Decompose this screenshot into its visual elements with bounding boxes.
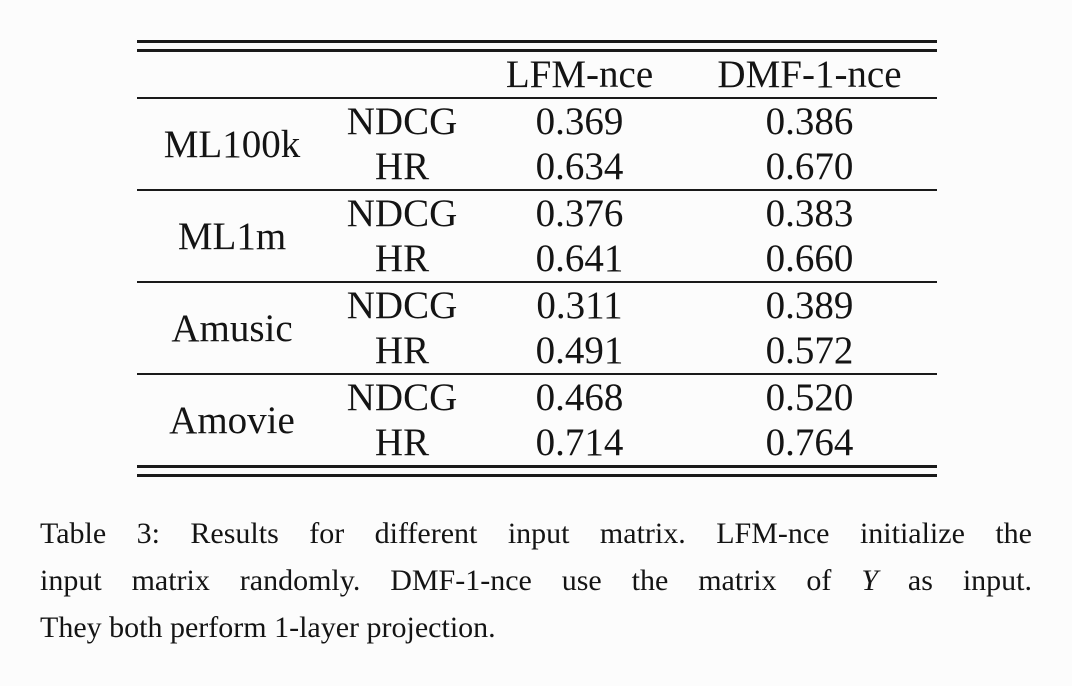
results-table-grid: LFM-nce DMF-1-nce ML100k NDCG 0.369 0.38… bbox=[137, 52, 937, 465]
rule-line bbox=[137, 49, 937, 52]
value-cell: 0.641 bbox=[477, 236, 682, 283]
value-cell: 0.634 bbox=[477, 144, 682, 191]
value-cell: 0.520 bbox=[765, 376, 854, 419]
metric-label: NDCG bbox=[346, 284, 458, 327]
rule-line bbox=[137, 465, 937, 468]
col-header-dmf-1-nce: DMF-1-nce bbox=[682, 52, 937, 99]
value-cell: 0.572 bbox=[682, 328, 937, 375]
metric-label: NDCG bbox=[346, 100, 458, 143]
value-cell: 0.383 bbox=[765, 192, 854, 235]
value-cell: 0.311 bbox=[536, 284, 623, 327]
caption-text: as input. bbox=[878, 564, 1032, 597]
value-cell: 0.369 bbox=[535, 100, 624, 143]
table-caption: Table 3: Results for different input mat… bbox=[40, 510, 1032, 651]
dataset-label-ml100k: ML100k bbox=[137, 98, 327, 191]
table-row: HR 0.714 0.764 bbox=[137, 420, 937, 465]
metric-label: HR bbox=[327, 328, 477, 375]
dataset-label-amusic: Amusic bbox=[137, 282, 327, 375]
caption-line-2: input matrix randomly. DMF-1-nce use the… bbox=[40, 557, 1032, 604]
col-header-lfm-nce: LFM-nce bbox=[477, 52, 682, 99]
metric-label: HR bbox=[327, 144, 477, 191]
value-cell: 0.376 bbox=[535, 192, 624, 235]
value-cell: 0.491 bbox=[477, 328, 682, 375]
caption-text: input matrix randomly. DMF-1-nce use the… bbox=[40, 564, 862, 597]
header-row: LFM-nce DMF-1-nce bbox=[137, 52, 937, 99]
metric-label: NDCG bbox=[346, 192, 458, 235]
empty-header-cell bbox=[327, 52, 477, 99]
empty-header-cell bbox=[137, 52, 327, 99]
value-cell: 0.660 bbox=[682, 236, 937, 283]
caption-line-3: They both perform 1-layer projection. bbox=[40, 604, 1032, 651]
table-bottom-double-rule bbox=[137, 465, 937, 477]
results-table: LFM-nce DMF-1-nce ML100k NDCG 0.369 0.38… bbox=[137, 40, 937, 477]
table-row: ML1m NDCG 0.376 0.383 bbox=[137, 190, 937, 283]
rule-line bbox=[137, 474, 937, 477]
caption-text: They both perform 1-layer projection. bbox=[40, 611, 496, 644]
value-cell: 0.714 bbox=[535, 421, 624, 464]
caption-text: Table 3: Results for different input mat… bbox=[40, 517, 1032, 550]
value-cell: 0.764 bbox=[765, 421, 854, 464]
metric-label: HR bbox=[327, 236, 477, 283]
table-row: Amovie NDCG 0.468 0.520 bbox=[137, 374, 937, 442]
math-symbol-y: Y bbox=[861, 564, 879, 597]
table-top-double-rule bbox=[137, 40, 937, 52]
table-row: HR 0.491 0.572 bbox=[137, 328, 937, 375]
table-row: HR 0.634 0.670 bbox=[137, 144, 937, 191]
table-row: Amusic NDCG 0.311 0.389 bbox=[137, 282, 937, 375]
dataset-label-amovie: Amovie bbox=[169, 398, 295, 442]
table-row: HR 0.641 0.660 bbox=[137, 236, 937, 283]
caption-line-1: Table 3: Results for different input mat… bbox=[40, 510, 1032, 557]
metric-label: NDCG bbox=[346, 376, 458, 419]
dataset-label-ml1m: ML1m bbox=[137, 190, 327, 283]
value-cell: 0.468 bbox=[535, 376, 624, 419]
rule-line bbox=[137, 40, 937, 43]
metric-label: HR bbox=[374, 421, 430, 464]
value-cell: 0.386 bbox=[765, 100, 854, 143]
value-cell: 0.670 bbox=[682, 144, 937, 191]
value-cell: 0.389 bbox=[765, 284, 854, 327]
table-row: ML100k NDCG 0.369 0.386 bbox=[137, 98, 937, 191]
